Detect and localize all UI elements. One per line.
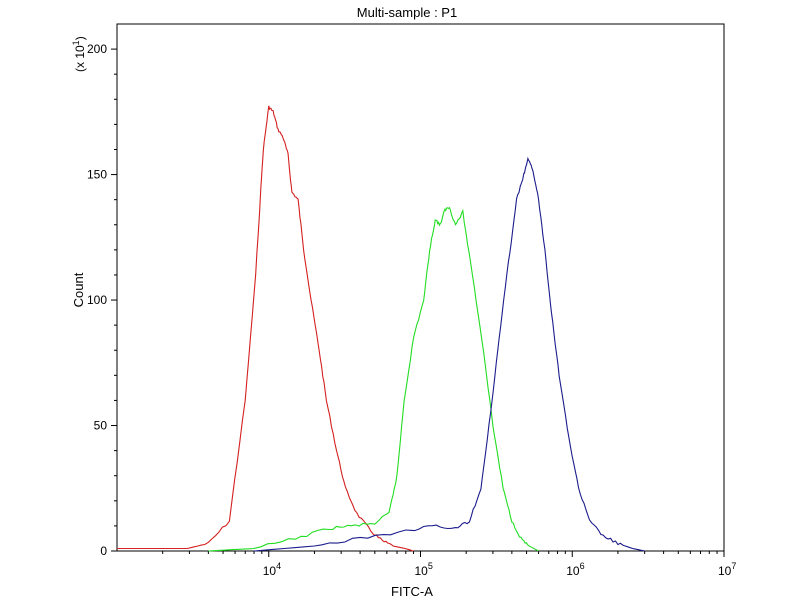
series-line-1 (117, 105, 414, 552)
x-tick-label: 105 (415, 561, 433, 578)
x-tick-label: 107 (718, 561, 736, 578)
y-scale-base: (x 10 (73, 45, 87, 72)
x-tick-label: 106 (566, 561, 584, 578)
y-tick-label: 150 (87, 168, 107, 182)
y-scale-label: (x 101) (71, 36, 87, 72)
x-tick-label: 104 (263, 561, 281, 578)
series-layer (117, 105, 645, 552)
series-line-2 (208, 206, 539, 552)
x-axis-ticks: 104 105 106 107 (162, 551, 736, 578)
series-line-3 (253, 156, 645, 552)
chart-title: Multi-sample : P1 (357, 5, 457, 20)
y-tick-label: 200 (87, 42, 107, 56)
x-axis-title: FITC-A (391, 584, 433, 599)
y-tick-label: 100 (87, 293, 107, 307)
y-scale-exp: 1 (71, 40, 81, 45)
y-tick-label: 0 (100, 544, 107, 558)
plot-frame (116, 23, 725, 552)
y-axis-title: Count (71, 272, 86, 307)
y-scale-close: ) (73, 36, 87, 40)
y-axis-ticks: 0 50 100 150 200 (87, 42, 117, 558)
y-tick-label: 50 (94, 419, 108, 433)
